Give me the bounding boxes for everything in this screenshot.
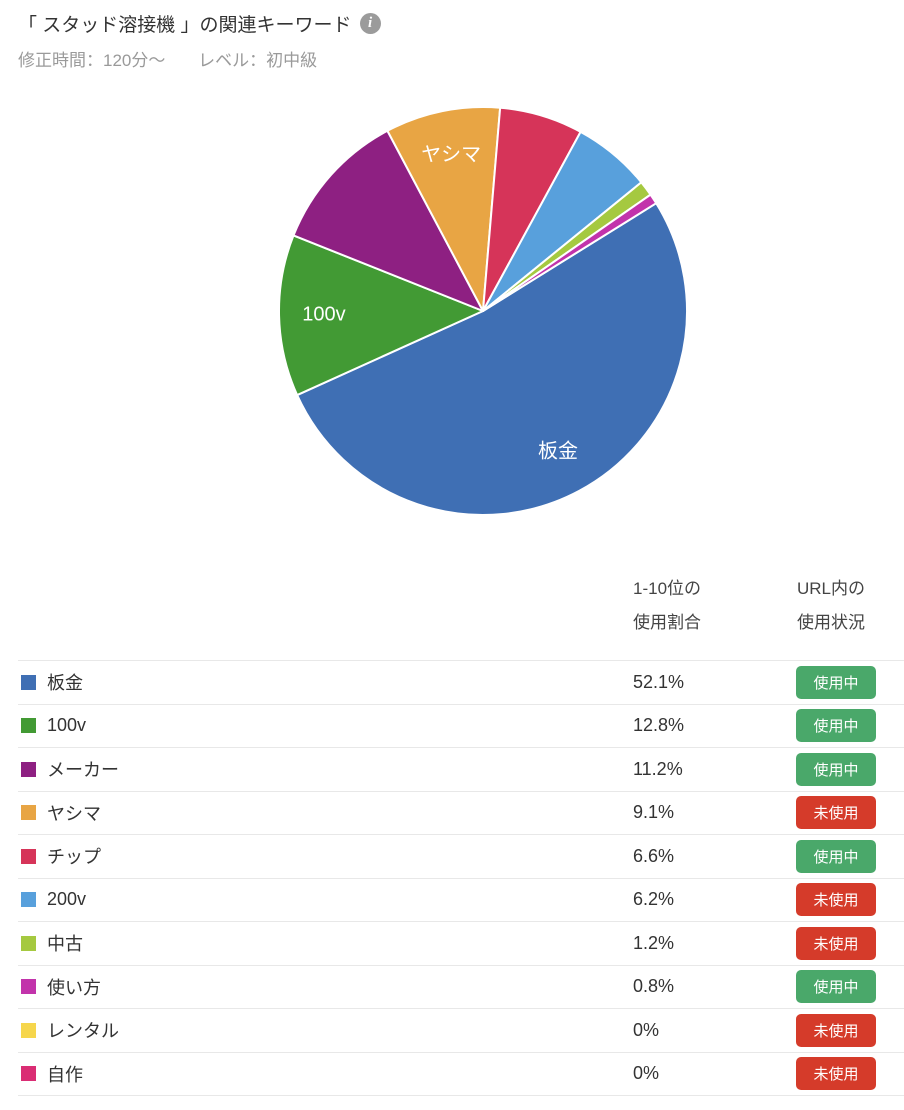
pie-slice-2[interactable] [278, 234, 484, 397]
column-header-usage-share: 1-10位の 使用割合 [633, 572, 701, 640]
usage-share-value: 9.1% [633, 802, 675, 823]
keyword-color-swatch [21, 1022, 36, 1038]
usage-share-value: 6.6% [633, 845, 675, 866]
page-title: 「 スタッド溶接機 」の関連キーワード i [18, 10, 381, 37]
keyword-label: 使い方 [47, 977, 101, 998]
usage-share-value: 0% [633, 1063, 660, 1084]
keyword-label: メーカー [47, 760, 119, 781]
usage-share-value: 1.2% [633, 932, 675, 953]
pie-slice-3[interactable] [292, 129, 484, 312]
pie-chart: 板金 100v ヤシマ [278, 106, 688, 516]
keyword-label: 板金 [47, 673, 83, 694]
table-row: メーカー 11.2% 使用中 [18, 748, 904, 792]
pie-slice-8[interactable] [482, 193, 658, 312]
level-label: レベル：初中級 [198, 51, 318, 70]
column-header-line: 使用状況 [797, 613, 865, 632]
pie-slice-4[interactable] [386, 106, 502, 312]
table-row: ヤシマ 9.1% 未使用 [18, 792, 904, 835]
keyword-color-swatch [21, 1066, 36, 1082]
keyword-label: 100v [47, 715, 87, 736]
usage-status-badge: 未使用 [796, 1057, 876, 1091]
usage-share-value: 12.8% [633, 715, 685, 736]
usage-status-badge: 使用中 [796, 709, 876, 743]
edit-time-label: 修正時間：120分〜 [18, 51, 166, 70]
column-header-usage-status: URL内の 使用状況 [797, 572, 865, 640]
page-header: 「 スタッド溶接機 」の関連キーワード i 修正時間：120分〜 レベル：初中級 [18, 10, 381, 71]
keyword-color-swatch [21, 848, 36, 864]
usage-status-badge: 未使用 [796, 796, 876, 830]
table-row: レンタル 0% 未使用 [18, 1009, 904, 1053]
pie-slice-label: ヤシマ [421, 144, 481, 166]
keyword-color-swatch [21, 761, 36, 777]
keyword-label: 自作 [47, 1064, 83, 1085]
usage-share-value: 11.2% [633, 758, 683, 779]
column-header-line: 1-10位の [633, 579, 702, 598]
page-title-text: 「 スタッド溶接機 」の関連キーワード [18, 15, 352, 36]
keyword-color-swatch [21, 805, 36, 821]
usage-share-value: 0.8% [633, 976, 675, 997]
keyword-color-swatch [21, 935, 36, 951]
info-icon[interactable]: i [359, 13, 381, 34]
usage-status-badge: 使用中 [796, 752, 876, 786]
table-row: 100v 12.8% 使用中 [18, 705, 904, 748]
table-row: 自作 0% 未使用 [18, 1053, 904, 1096]
usage-status-badge: 使用中 [796, 970, 876, 1004]
keyword-label: ヤシマ [47, 803, 101, 824]
usage-status-badge: 未使用 [796, 883, 876, 917]
usage-status-badge: 使用中 [796, 839, 876, 873]
keyword-label: レンタル [47, 1021, 119, 1042]
keyword-table: 板金 52.1% 使用中 100v 12.8% 使用中 メーカー 11.2% 使… [18, 660, 904, 1096]
keyword-label: 中古 [47, 934, 83, 955]
usage-share-value: 0% [633, 1019, 660, 1040]
page-subtitle: 修正時間：120分〜 レベル：初中級 [18, 46, 381, 71]
pie-slice-1[interactable] [296, 202, 688, 516]
table-row: 中古 1.2% 未使用 [18, 922, 904, 966]
column-header-line: 使用割合 [633, 613, 701, 632]
pie-slice-label: 100v [302, 304, 345, 326]
usage-status-badge: 未使用 [796, 926, 876, 960]
usage-status-badge: 使用中 [796, 665, 876, 699]
pie-slice-label: 板金 [538, 439, 578, 462]
keyword-label: チップ [47, 847, 101, 868]
keyword-color-swatch [21, 979, 36, 995]
column-header-line: URL内の [797, 579, 866, 598]
keyword-color-swatch [21, 718, 36, 734]
table-row: 200v 6.2% 未使用 [18, 879, 904, 922]
table-row: 使い方 0.8% 使用中 [18, 966, 904, 1009]
usage-share-value: 52.1% [633, 671, 685, 692]
keyword-label: 200v [47, 889, 87, 910]
keyword-color-swatch [21, 674, 36, 690]
table-row: 板金 52.1% 使用中 [18, 661, 904, 705]
usage-status-badge: 未使用 [796, 1013, 876, 1047]
keyword-color-swatch [21, 892, 36, 908]
usage-share-value: 6.2% [633, 889, 675, 910]
table-row: チップ 6.6% 使用中 [18, 835, 904, 879]
